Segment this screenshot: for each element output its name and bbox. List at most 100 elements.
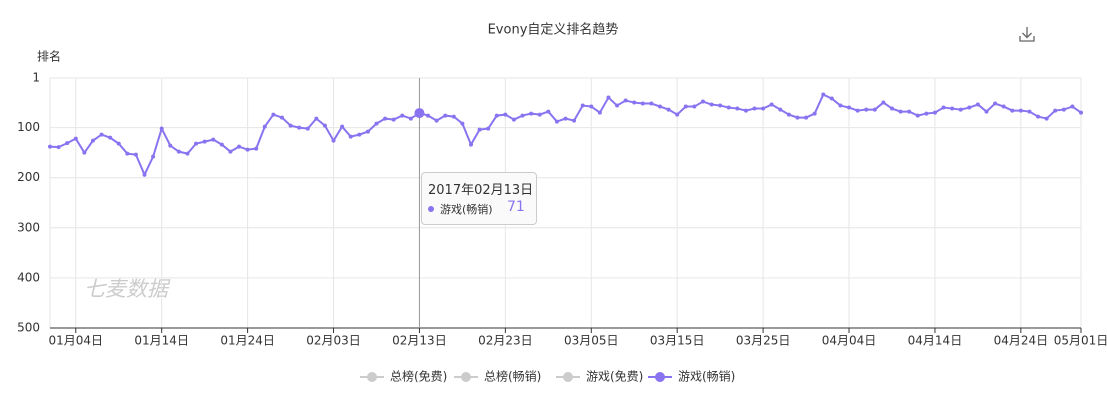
- point: [408, 116, 413, 121]
- download-icon[interactable]: [1019, 27, 1035, 42]
- point: [1044, 116, 1049, 121]
- point: [743, 108, 748, 113]
- point: [829, 96, 834, 101]
- point: [1027, 109, 1032, 114]
- x-tick-label: 04月14日: [908, 334, 963, 348]
- point: [872, 107, 877, 112]
- legend-icon: [563, 372, 573, 382]
- point: [546, 109, 551, 114]
- point: [322, 123, 327, 128]
- point: [357, 132, 362, 137]
- y-tick-label: 100: [17, 120, 40, 134]
- point: [683, 104, 688, 109]
- point: [1061, 107, 1066, 112]
- tooltip-value: 71: [507, 199, 525, 215]
- y-axis-label: 排名: [37, 49, 61, 64]
- y-tick-label: 300: [17, 220, 40, 234]
- point: [649, 101, 654, 106]
- point: [108, 135, 113, 140]
- point: [632, 100, 637, 105]
- legend-label[interactable]: 游戏(畅销): [678, 370, 735, 384]
- y-tick-label: 400: [17, 270, 40, 284]
- point: [262, 124, 267, 129]
- x-tick-label: 01月14日: [134, 334, 189, 348]
- point: [133, 152, 138, 157]
- point: [1053, 108, 1058, 113]
- point: [735, 106, 740, 111]
- point: [391, 117, 396, 122]
- point: [658, 104, 663, 109]
- point: [314, 116, 319, 121]
- chart-title: Evony自定义排名趋势: [488, 22, 619, 38]
- x-tick-label: 03月15日: [650, 334, 705, 348]
- point: [795, 115, 800, 120]
- legend-label[interactable]: 总榜(畅销): [484, 369, 541, 384]
- x-tick-label: 01月24日: [220, 334, 275, 348]
- point: [443, 113, 448, 118]
- point: [700, 99, 705, 104]
- point: [606, 95, 611, 100]
- x-tick-label: 02月23日: [478, 334, 533, 348]
- y-tick-label: 1: [32, 71, 40, 85]
- tooltip-series: 游戏(畅销): [440, 203, 493, 216]
- y-tick-label: 200: [17, 170, 40, 184]
- point: [271, 112, 276, 117]
- x-tick-label: 02月03日: [306, 334, 361, 348]
- point: [288, 123, 293, 128]
- point: [202, 139, 207, 144]
- point: [1018, 108, 1023, 113]
- series-line: [49, 93, 1082, 178]
- point: [838, 103, 843, 108]
- point: [374, 121, 379, 126]
- point: [348, 134, 353, 139]
- x-tick-label: 03月25日: [736, 334, 791, 348]
- point: [116, 141, 121, 146]
- point: [219, 142, 224, 147]
- legend-icon: [367, 372, 377, 382]
- watermark: 七麦数据: [84, 277, 171, 301]
- point: [185, 151, 190, 156]
- point: [400, 113, 405, 118]
- point: [726, 105, 731, 110]
- point: [520, 113, 525, 118]
- point: [580, 103, 585, 108]
- point: [950, 106, 955, 111]
- point: [640, 101, 645, 106]
- point: [365, 129, 370, 134]
- point: [615, 103, 620, 108]
- x-tick-label: 02月13日: [392, 334, 447, 348]
- point: [718, 103, 723, 108]
- tooltip: 2017年02月13日 游戏(畅销) 71: [421, 172, 537, 225]
- point: [855, 108, 860, 113]
- point: [812, 111, 817, 116]
- point: [1001, 104, 1006, 109]
- point: [494, 113, 499, 118]
- point: [692, 104, 697, 109]
- point: [709, 102, 714, 107]
- point: [537, 112, 542, 117]
- point: [889, 106, 894, 111]
- point: [245, 147, 250, 152]
- point: [477, 127, 482, 132]
- point: [761, 106, 766, 111]
- x-tick-label: 04月24日: [994, 334, 1049, 348]
- point: [82, 150, 87, 155]
- point: [211, 137, 216, 142]
- point: [48, 144, 52, 149]
- point: [572, 118, 577, 123]
- point: [228, 149, 233, 154]
- point: [125, 151, 130, 156]
- point: [597, 110, 602, 115]
- point: [975, 102, 980, 107]
- point: [932, 110, 937, 115]
- point: [778, 107, 783, 112]
- point: [254, 146, 259, 151]
- point: [159, 126, 164, 131]
- legend-label[interactable]: 总榜(免费): [390, 369, 447, 384]
- point: [915, 113, 920, 118]
- point: [340, 124, 345, 129]
- legend-label[interactable]: 游戏(免费): [586, 369, 643, 384]
- point: [623, 98, 628, 103]
- point: [821, 92, 826, 97]
- point: [90, 138, 95, 143]
